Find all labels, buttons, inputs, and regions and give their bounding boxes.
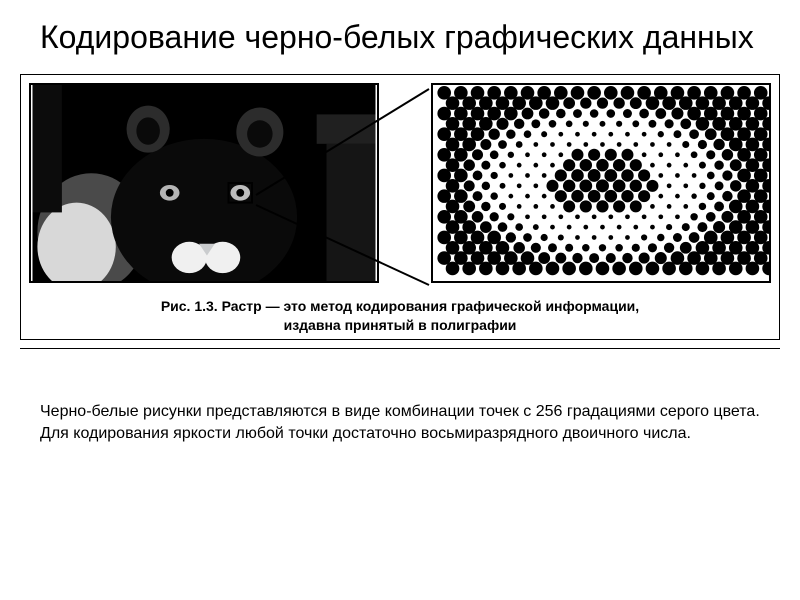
page-title: Кодирование черно-белых графических данн… (0, 0, 800, 66)
divider (20, 348, 780, 349)
figure-caption: Рис. 1.3. Растр — это метод кодирования … (29, 297, 771, 335)
body-paragraph: Черно-белые рисунки представляются в вид… (40, 401, 760, 444)
caption-text-1: Растр — это метод кодирования графическо… (222, 298, 640, 314)
lion-photo-svg (31, 85, 377, 281)
right-panel-halftone (431, 83, 771, 283)
caption-text-2: издавна принятый в полиграфии (284, 317, 517, 333)
figure-panels (29, 83, 771, 283)
halftone-svg (433, 85, 769, 281)
figure-container: Рис. 1.3. Растр — это метод кодирования … (20, 74, 780, 340)
caption-label: Рис. 1.3. (161, 298, 218, 314)
left-panel-photo (29, 83, 379, 283)
